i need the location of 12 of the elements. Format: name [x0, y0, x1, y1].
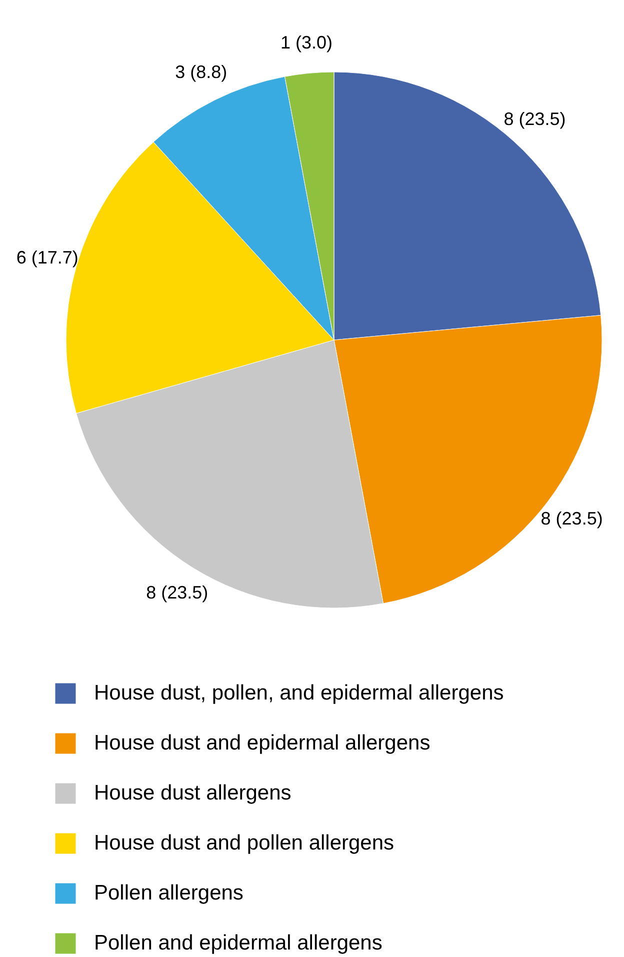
legend-label: Pollen allergens — [94, 882, 244, 904]
legend-label: House dust and epidermal allergens — [94, 732, 430, 754]
data-label: 1 (3.0) — [280, 32, 333, 52]
data-label: 6 (17.7) — [16, 247, 78, 268]
data-label: 8 (23.5) — [540, 508, 603, 529]
legend-label: House dust allergens — [94, 782, 292, 804]
data-label: 3 (8.8) — [175, 62, 228, 82]
legend-label: House dust, pollen, and epidermal allergens — [94, 682, 504, 704]
legend-label: House dust and pollen allergens — [94, 832, 394, 854]
data-label: 8 (23.5) — [146, 582, 208, 602]
legend-label: Pollen and epidermal allergens — [94, 932, 382, 954]
data-label: 8 (23.5) — [504, 108, 566, 129]
